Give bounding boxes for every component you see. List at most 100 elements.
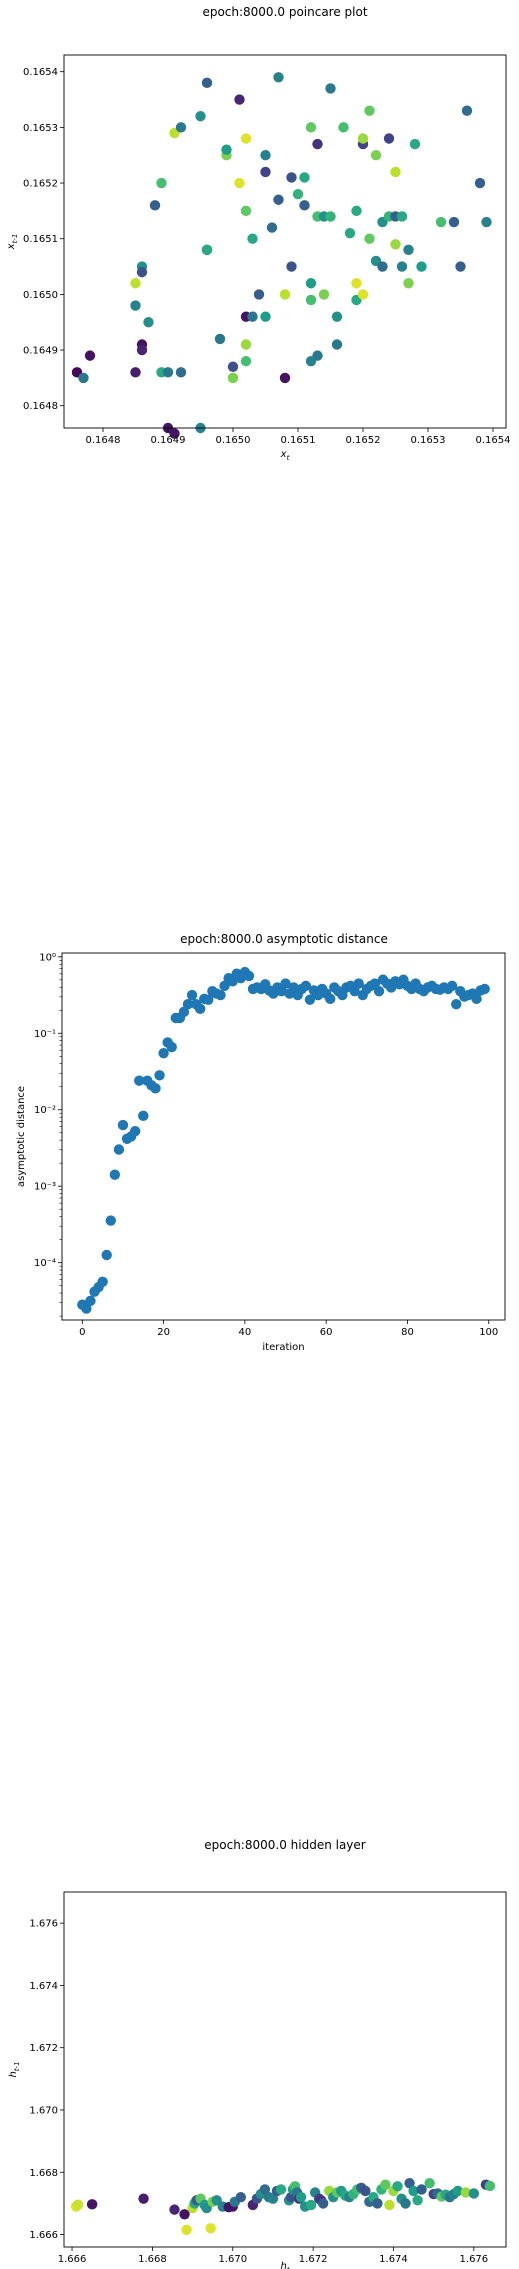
data-point [266,222,278,233]
data-point [78,372,89,384]
x-tick-label: 1.674 [379,2254,408,2265]
hidden-layer-svg: epoch:8000.0 hidden layer 1.666 1.668 1.670… [8,1838,507,2269]
data-point [286,172,297,183]
data-point [400,2198,411,2209]
data-point [390,166,401,178]
data-point [138,1110,149,1122]
y-tick-label: 1.670 [29,2105,58,2116]
data-point [312,138,323,150]
data-point [312,350,323,361]
data-point [247,311,258,322]
data-point [162,367,174,378]
data-point [240,205,252,217]
data-point [373,986,385,997]
poincare-chart: epoch:8000.0 poincare plot 0.1648 0.1649 0.… [0,0,519,460]
data-point [169,2204,180,2215]
data-point [169,428,180,439]
data-point [304,994,316,1005]
data-point [154,1070,165,1081]
data-point [357,133,369,144]
data-point [235,2191,246,2203]
data-point [227,361,239,372]
data-point [280,978,291,989]
data-point [175,122,187,133]
x-tick-label: 0.1654 [476,435,511,446]
data-point [351,205,362,217]
data-point [267,2193,279,2204]
data-point [260,150,271,161]
data-point [380,2179,391,2190]
data-point [205,2223,216,2234]
data-point [292,188,304,200]
data-point [484,2180,496,2192]
y-axis-label: ht-1 [8,2061,21,2077]
data-point [451,999,462,1010]
y-tick-label: 10⁻¹ [34,1029,56,1040]
x-tick-label: 0 [79,1327,85,1338]
data-point [182,999,194,1010]
data-point [349,986,360,997]
data-point [408,2185,419,2197]
chart-title: epoch:8000.0 asymptotic distance [180,932,388,946]
x-tick-label: 0.1649 [151,435,186,446]
data-point [300,980,312,992]
data-point [214,333,226,345]
x-axis-label: xt [280,449,290,460]
data-point [243,970,255,982]
data-point [203,994,214,1005]
y-tick-label: 1.674 [29,1981,58,1992]
x-tick-label: 1.670 [218,2254,247,2265]
y-tick-label: 10⁰ [39,952,56,963]
data-point [85,1295,96,1307]
x-tick-label: 0.1652 [346,435,381,446]
data-point [234,94,245,105]
data-point [247,233,258,244]
data-point [468,2188,480,2199]
data-point [369,978,381,989]
data-point [360,2185,371,2197]
x-tick-label: 0.1650 [216,435,251,446]
y-tick-label: 10⁻² [34,1105,56,1116]
data-point [179,2209,190,2220]
y-axis-label: asymptotic distance [16,1086,27,1187]
data-point [383,133,395,144]
data-point [295,2191,307,2203]
data-point [364,233,375,244]
data-point [150,1083,161,1094]
y-tick-label: 0.1648 [23,401,58,412]
data-point [240,133,252,144]
x-tick-label: 100 [479,1327,498,1338]
data-point [234,177,245,189]
hidden-layer-chart: epoch:8000.0 hidden layer 1.666 1.668 1.670… [0,1835,519,2269]
data-point [318,289,330,300]
data-point [178,1006,190,1018]
plot-frame [63,1891,507,2248]
data-point [156,177,167,189]
data-point [474,177,486,189]
asymptotic-distance-svg: epoch:8000.0 asymptotic distance 0 20 40 60 8… [16,932,506,1353]
chart-title: epoch:8000.0 hidden layer [204,1838,366,1852]
data-point [259,2184,271,2195]
data-point [390,239,401,250]
y-tick-label: 1.672 [29,2043,58,2054]
data-point [130,300,141,311]
poincare-plot-svg: epoch:8000.0 poincare plot 0.1648 0.1649 0.… [6,5,511,460]
data-point [452,2185,463,2197]
data-point [325,993,336,1005]
data-point [416,2184,427,2195]
x-tick-label: 40 [239,1327,252,1338]
data-point [448,216,460,228]
x-tick-label: 1.668 [138,2254,167,2265]
data-point [403,244,414,256]
y-tick-label: 0.1653 [23,123,58,134]
x-tick-label: 0.1648 [86,435,121,446]
data-point [396,211,408,222]
data-point [194,1003,206,1015]
data-point [201,77,213,89]
data-point [72,2199,84,2210]
data-point [331,311,343,322]
data-point [215,989,226,1001]
data-point [305,122,317,133]
data-point [384,2199,395,2211]
x-axis-label: ht [280,2261,289,2269]
